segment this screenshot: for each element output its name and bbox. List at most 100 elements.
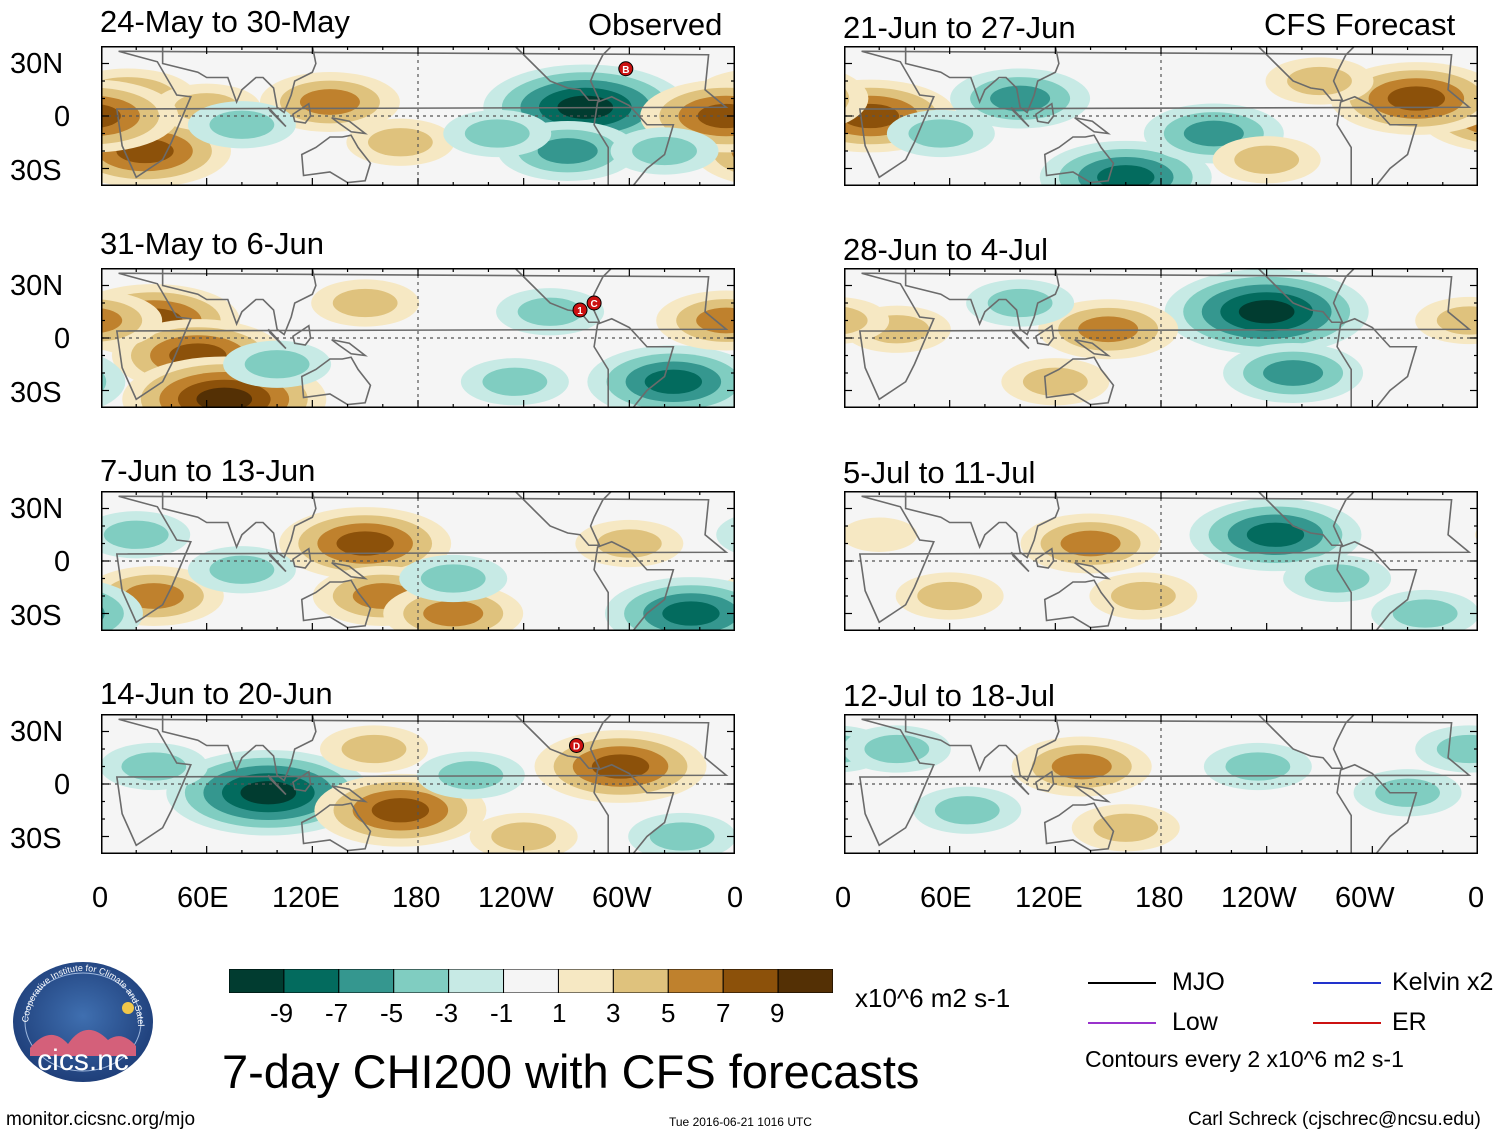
map-panel-forecast-1	[844, 46, 1478, 186]
coastline	[331, 338, 368, 357]
y-tick-label: 30N	[10, 48, 64, 80]
continent-outlines	[115, 268, 729, 408]
x-tick-label: 60E	[920, 882, 972, 914]
y-tick-label: 30S	[10, 155, 62, 187]
coastline	[904, 491, 1060, 559]
coastline	[858, 495, 1472, 624]
cics-logo: Cooperative Institute for Climate and Sa…	[7, 952, 156, 1084]
colorbar-segment	[503, 969, 559, 993]
anomaly-contour	[341, 734, 407, 764]
coastline	[161, 491, 317, 559]
coastline	[331, 116, 368, 135]
coastline	[292, 770, 312, 792]
legend-label-low: Low	[1172, 1008, 1218, 1036]
coastline	[1336, 317, 1418, 408]
coastline	[1074, 784, 1111, 803]
anomaly-contour	[649, 822, 715, 851]
colorbar-segment	[612, 969, 669, 993]
anomaly-contour	[1093, 813, 1159, 842]
coastline	[904, 46, 1060, 114]
colorbar-tick-label: -3	[435, 998, 459, 1028]
coastline	[1074, 116, 1111, 135]
anomaly-contour	[591, 754, 650, 779]
anomaly-contour	[196, 387, 253, 408]
anomaly-contour	[1110, 581, 1176, 611]
colorbar-segment	[338, 969, 395, 993]
anomaly-contour	[1022, 367, 1088, 396]
coastline	[513, 268, 613, 324]
coastline	[593, 763, 675, 854]
panel-title: 31-May to 6-Jun	[100, 226, 324, 261]
y-tick-label: 0	[54, 323, 71, 355]
colorbar-segment	[393, 969, 450, 993]
map-panel-forecast-4	[844, 714, 1478, 854]
anomaly-contour	[336, 531, 394, 556]
axis-ticks	[844, 268, 1478, 408]
coastline	[1074, 338, 1111, 357]
coastline	[300, 356, 372, 406]
anomaly-contour	[121, 752, 187, 781]
anomaly-contour	[209, 110, 275, 139]
anomaly-contour	[697, 103, 735, 129]
legend-label-er: ER	[1392, 1008, 1427, 1036]
coastline	[115, 718, 729, 847]
coastline	[858, 50, 1472, 179]
x-tick-label: 0	[835, 882, 852, 914]
coastline	[1336, 540, 1418, 631]
coastline	[1010, 774, 1030, 796]
legend-line-mjo	[1088, 982, 1156, 984]
storm-marker-label: D	[573, 742, 580, 753]
colorbar	[229, 969, 833, 993]
axis-ticks	[844, 714, 1478, 854]
coastline	[1043, 356, 1115, 406]
storm-marker-label: 1	[577, 306, 583, 317]
website-link[interactable]: monitor.cicsnc.org/mjo	[6, 1109, 196, 1130]
contours-note: Contours every 2 x10^6 m2 s-1	[1085, 1046, 1404, 1072]
anomaly-contour	[299, 89, 360, 115]
x-tick-label: 180	[392, 882, 441, 914]
coastline	[115, 272, 729, 401]
coastline	[267, 106, 287, 128]
coastline	[1010, 328, 1030, 350]
y-tick-label: 30S	[10, 823, 62, 855]
legend-line-low	[1088, 1022, 1156, 1024]
storm-marker	[569, 738, 584, 753]
y-tick-label: 0	[54, 769, 71, 801]
anomaly-contour	[596, 529, 662, 558]
coastline	[1035, 547, 1055, 569]
figure-title: 7-day CHI200 with CFS forecasts	[222, 1045, 920, 1098]
coastline	[1074, 561, 1111, 580]
panel-title: 28-Jun to 4-Jul	[843, 232, 1049, 267]
map-panel-forecast-3	[844, 491, 1478, 631]
coastline	[858, 718, 1472, 847]
anomaly-contour	[1225, 752, 1291, 781]
anomaly-contour	[491, 822, 557, 851]
coastline	[161, 268, 317, 336]
anomaly-contour	[1287, 66, 1352, 96]
coastline	[1256, 46, 1356, 102]
anomaly-contour	[1078, 316, 1139, 343]
coastline	[300, 579, 372, 629]
map-panel-observed-4: D	[101, 714, 735, 854]
anomaly-contour	[1263, 360, 1324, 386]
colorbar-tick-label: -1	[490, 998, 514, 1028]
coastline	[300, 802, 372, 852]
continent-outlines	[858, 46, 1472, 186]
anomaly-field	[844, 498, 1478, 631]
anomaly-contour	[209, 555, 275, 584]
colorbar-tick-label: -9	[270, 998, 294, 1028]
anomaly-contour	[1304, 564, 1370, 593]
anomaly-contour	[101, 356, 126, 408]
anomaly-contour	[517, 297, 583, 326]
anomaly-contour	[844, 517, 918, 552]
anomaly-field	[844, 725, 1478, 852]
coastline	[161, 714, 317, 782]
panel-title: 5-Jul to 11-Jul	[843, 455, 1036, 490]
coastline	[1043, 579, 1115, 629]
anomaly-contour	[1051, 753, 1112, 780]
anomaly-contour	[864, 734, 930, 764]
storm-marker	[572, 302, 588, 318]
map-panel-forecast-2	[844, 268, 1478, 408]
storm-marker-label: C	[590, 299, 597, 310]
